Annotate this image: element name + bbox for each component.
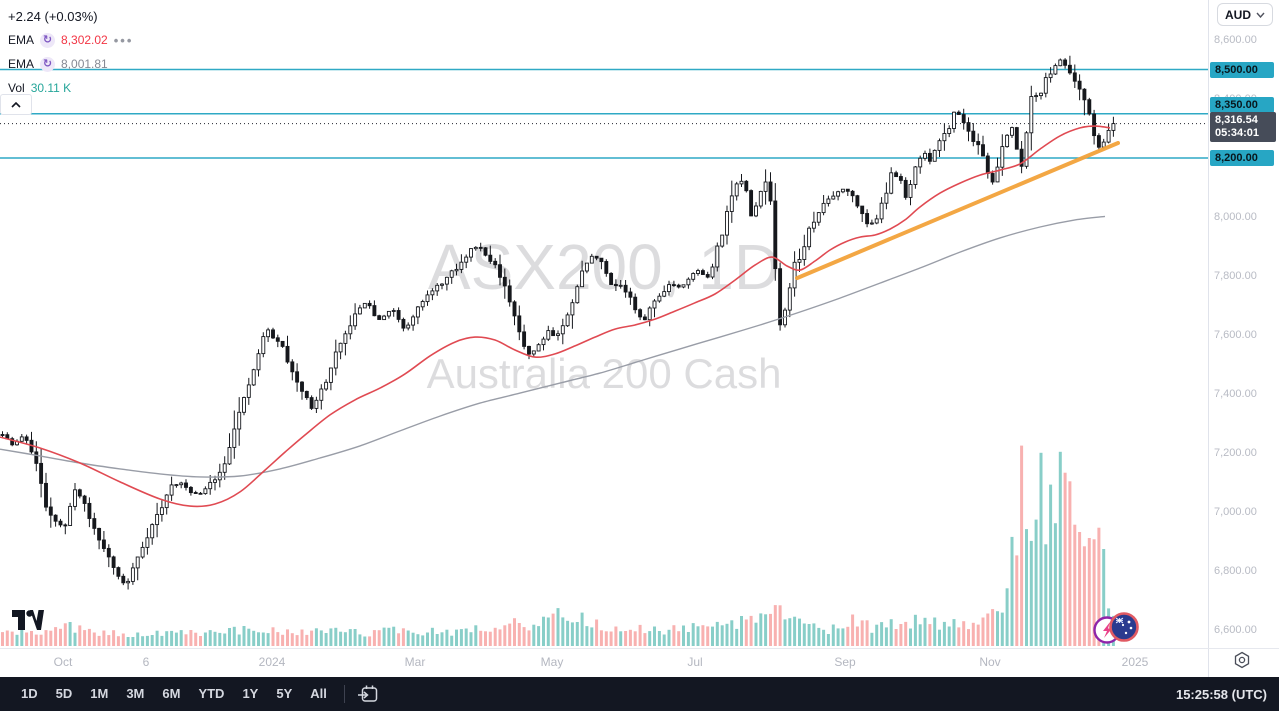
range-button-3m[interactable]: 3M: [117, 682, 153, 706]
time-tick-label: 2024: [258, 655, 286, 669]
candlestick-chart[interactable]: [0, 0, 1208, 653]
time-tick-label: Mar: [404, 655, 426, 669]
range-button-all[interactable]: All: [301, 682, 336, 706]
time-tick-label: Sep: [834, 655, 856, 669]
utc-clock: 15:25:58 (UTC): [1175, 686, 1267, 702]
scale-settings-gear-icon[interactable]: [1233, 651, 1251, 674]
ema-fast-label: EMA: [8, 33, 35, 47]
price-tick-label: 7,600.00: [1214, 329, 1257, 341]
price-tick-label: 7,200.00: [1214, 447, 1257, 459]
price-tick-label: 7,400.00: [1214, 388, 1257, 400]
current-price-label: 8,316.54 05:34:01: [1210, 112, 1276, 143]
event-badge: [1090, 610, 1140, 653]
time-tick-label: May: [540, 655, 564, 669]
current-price-value: 8,316.54: [1215, 114, 1258, 127]
range-button-1d[interactable]: 1D: [12, 682, 47, 706]
ema-slow-label: EMA: [8, 57, 35, 71]
range-button-6m[interactable]: 6M: [153, 682, 189, 706]
time-tick-label: 2025: [1121, 655, 1149, 669]
ema-slow-value: 8,001.81: [61, 57, 108, 71]
tradingview-logo[interactable]: [12, 607, 44, 638]
chart-pane[interactable]: ASX200, 1D Australia 200 Cash +2.24 (+0.…: [0, 0, 1208, 648]
price-level-label[interactable]: 8,350.00: [1210, 96, 1274, 113]
ema-fast-value: 8,302.02: [61, 33, 108, 47]
calendar-icon: [357, 685, 378, 702]
chevron-up-icon: [11, 101, 21, 108]
indicator-row-ema-fast[interactable]: EMA ↻ 8,302.02 •••: [8, 28, 133, 52]
range-button-1y[interactable]: 1Y: [233, 682, 267, 706]
range-button-ytd[interactable]: YTD: [189, 682, 233, 706]
goto-date-button[interactable]: [357, 683, 380, 705]
range-button-5y[interactable]: 5Y: [267, 682, 301, 706]
range-button-5d[interactable]: 5D: [47, 682, 82, 706]
ema-refresh-icon: ↻: [40, 32, 56, 48]
price-tick-label: 6,800.00: [1214, 565, 1257, 577]
time-tick-label: Nov: [979, 655, 1001, 669]
time-axis[interactable]: Oct 6 2024 Mar May Jul Sep Nov 2025: [0, 648, 1208, 677]
ema-refresh-icon: ↻: [40, 56, 56, 72]
price-tick-label: 8,000.00: [1214, 211, 1257, 223]
volume-value: 30.11 K: [30, 81, 72, 95]
bottom-toolbar: 1D 5D 1M 3M 6M YTD 1Y 5Y All 15:25:58 (UTC): [0, 677, 1279, 711]
chart-legend: +2.24 (+0.03%) EMA ↻ 8,302.02 ••• EMA ↻ …: [8, 4, 133, 100]
price-change-text: +2.24 (+0.03%): [8, 8, 98, 24]
range-buttons: 1D 5D 1M 3M 6M YTD 1Y 5Y All: [12, 682, 336, 706]
price-tick-label: 7,000.00: [1214, 506, 1257, 518]
price-level-label[interactable]: 8,200.00: [1210, 150, 1274, 166]
flag-coin-icon: [1109, 612, 1139, 642]
legend-collapse-button[interactable]: [0, 94, 32, 115]
volume-row[interactable]: Vol 30.11 K: [8, 76, 133, 100]
indicator-more-button[interactable]: •••: [113, 32, 134, 48]
volume-label: Vol: [8, 81, 25, 95]
price-tick-label: 7,800.00: [1214, 270, 1257, 282]
price-axis[interactable]: AUD 8,600.008,400.008,000.007,800.007,60…: [1208, 0, 1279, 677]
range-button-1m[interactable]: 1M: [81, 682, 117, 706]
indicator-row-ema-slow[interactable]: EMA ↻ 8,001.81: [8, 52, 133, 76]
time-tick-label: Jul: [687, 655, 703, 669]
chevron-down-icon: [1256, 12, 1265, 18]
tradingview-logo-icon: [12, 610, 44, 630]
price-level-label[interactable]: 8,500.00: [1210, 61, 1274, 78]
time-tick-label: 6: [142, 655, 150, 669]
axis-separator: [0, 648, 1279, 649]
toolbar-divider: [343, 685, 345, 703]
bar-countdown: 05:34:01: [1215, 127, 1260, 140]
currency-value: AUD: [1225, 7, 1251, 22]
currency-selector[interactable]: AUD: [1217, 3, 1273, 26]
time-tick-label: Oct: [53, 655, 73, 669]
price-tick-label: 6,600.00: [1214, 624, 1257, 636]
price-tick-label: 8,600.00: [1214, 34, 1257, 46]
